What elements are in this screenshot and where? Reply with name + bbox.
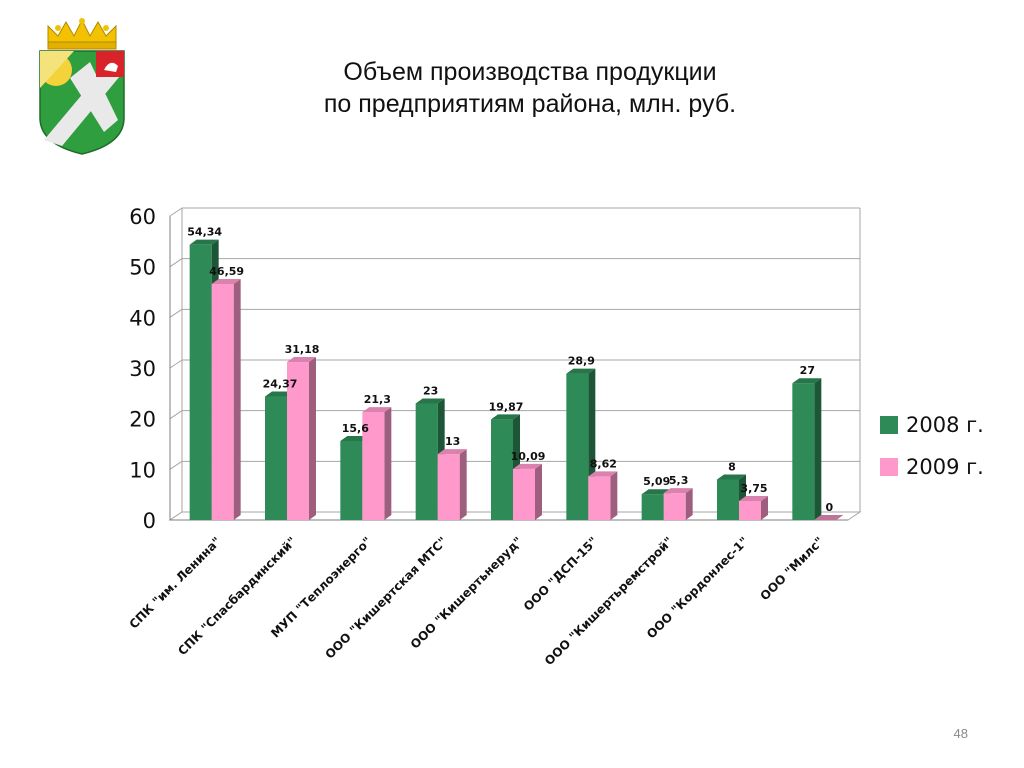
data-label: 19,87 xyxy=(489,400,524,413)
chart-data-labels: 54,34 46,59 24,37 31,18 15,6 21,3 23 13 19,87 10,… xyxy=(187,226,833,514)
bar-2009 xyxy=(287,357,316,520)
legend-label: 2009 г. xyxy=(906,455,984,479)
bar-2009 xyxy=(211,278,241,520)
y-tick-label: 60 xyxy=(129,205,156,229)
shield-icon xyxy=(39,50,125,155)
chart-title-line-2: по предприятиям района, млн. руб. xyxy=(323,90,737,118)
y-tick-label: 40 xyxy=(129,306,156,330)
data-label: 0 xyxy=(826,501,834,514)
y-tick-label: 30 xyxy=(129,357,156,381)
data-label: 54,34 xyxy=(187,226,222,239)
legend-swatch-2009 xyxy=(880,458,898,476)
y-tick-label: 50 xyxy=(129,256,156,280)
category-label: ООО "Кишертская МТС" xyxy=(322,534,449,661)
data-label: 27 xyxy=(800,364,815,377)
bar-2009 xyxy=(437,449,467,520)
chart-y-tick-labels: 0 10 20 30 40 50 60 xyxy=(129,205,156,533)
legend-label: 2008 г. xyxy=(906,413,984,437)
category-label: ООО "ДСП-15" xyxy=(521,534,601,614)
category-label: ООО "Милс" xyxy=(757,534,826,603)
data-label: 46,59 xyxy=(209,265,244,278)
gridline-side xyxy=(169,410,183,420)
gridline-side xyxy=(169,359,183,369)
chart-title-line-1: Объем производства продукции xyxy=(343,58,717,86)
bar-2009 xyxy=(513,463,542,520)
data-label: 24,37 xyxy=(263,378,298,391)
gridline-side xyxy=(169,460,183,470)
page-number: 48 xyxy=(953,726,968,741)
bar-2009 xyxy=(739,496,768,520)
gridline-side xyxy=(169,207,183,217)
data-label: 31,18 xyxy=(285,343,320,356)
bar-2009 xyxy=(814,515,844,520)
data-label: 10,09 xyxy=(511,450,546,463)
bar-2009 xyxy=(663,488,693,520)
data-label: 28,9 xyxy=(568,355,595,368)
chart-title: Объем производства продукции по предприя… xyxy=(250,56,810,120)
coat-of-arms-emblem xyxy=(39,18,125,155)
y-tick-label: 0 xyxy=(143,509,156,533)
gridline-side xyxy=(169,308,183,318)
gridline-side xyxy=(169,258,183,268)
crown-icon xyxy=(47,18,117,50)
bar-2009 xyxy=(588,471,618,520)
chart-legend: 2008 г. 2009 г. xyxy=(880,413,984,479)
bar-2008 xyxy=(792,378,822,520)
y-tick-label: 20 xyxy=(129,408,156,432)
chart-category-labels: СПК "им. Ленина"СПК "Спасбардинский"МУП … xyxy=(127,534,827,668)
y-tick-label: 10 xyxy=(129,458,156,482)
data-label: 23 xyxy=(423,384,438,397)
data-label: 5,09 xyxy=(643,475,670,488)
data-label: 15,6 xyxy=(342,422,369,435)
legend-swatch-2008 xyxy=(880,416,898,434)
chart-bars xyxy=(189,239,844,520)
data-label: 8,62 xyxy=(590,457,617,470)
category-label: ООО "Кишертьремстрой" xyxy=(542,534,676,668)
data-label: 3,75 xyxy=(740,482,767,495)
data-label: 21,3 xyxy=(364,393,391,406)
bar-2008 xyxy=(566,368,596,520)
bar-2009 xyxy=(362,407,392,520)
data-label: 8 xyxy=(728,460,736,473)
data-label: 13 xyxy=(445,435,460,448)
data-label: 5,3 xyxy=(669,474,689,487)
category-label: СПК "Спасбардинский" xyxy=(175,534,299,658)
